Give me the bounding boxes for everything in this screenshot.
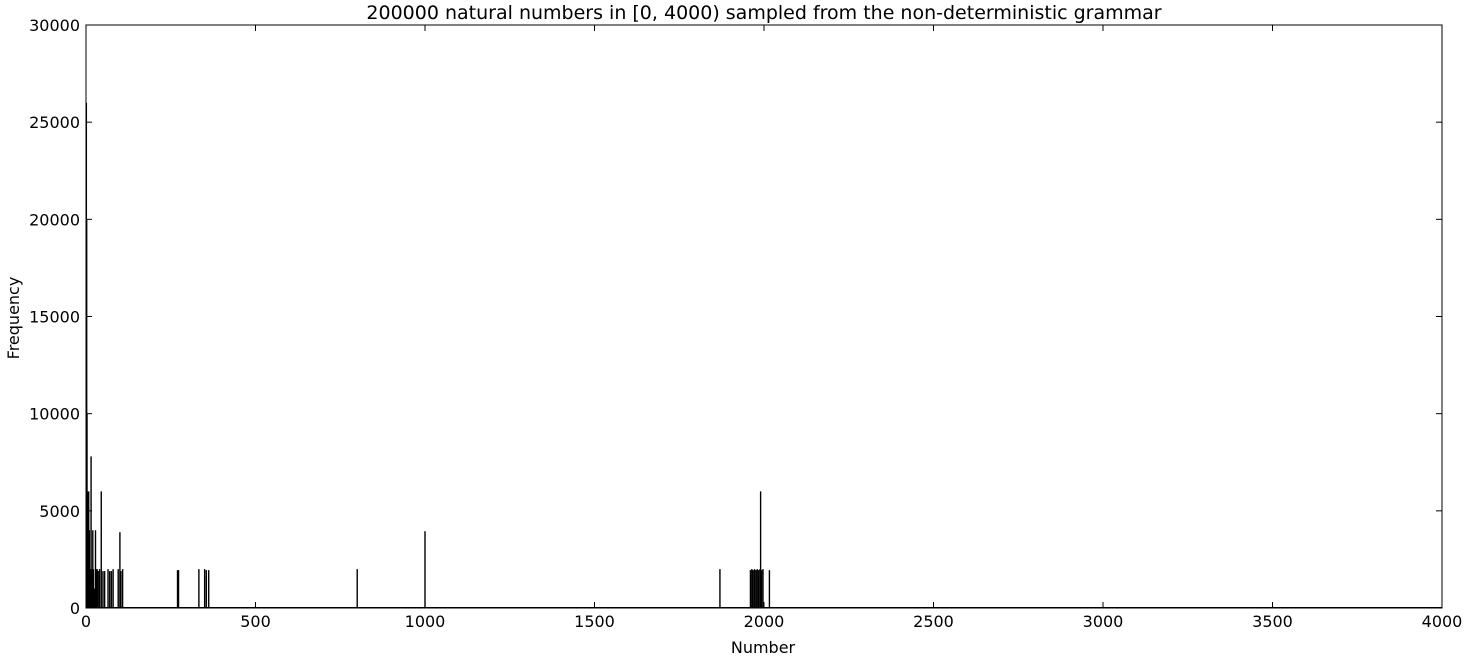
x-tick-label: 3000 <box>1083 612 1124 631</box>
y-tick-label: 0 <box>70 599 80 618</box>
x-tick-label: 1000 <box>405 612 446 631</box>
y-tick-label: 10000 <box>29 405 80 424</box>
x-tick-label: 3500 <box>1252 612 1293 631</box>
x-axis-label: Number <box>731 638 796 657</box>
y-tick-label: 15000 <box>29 308 80 327</box>
plot-frame <box>85 24 1443 609</box>
y-tick-label: 5000 <box>39 502 80 521</box>
y-axis-label: Frequency <box>4 277 23 360</box>
x-tick-label: 4000 <box>1422 612 1463 631</box>
y-tick-label: 25000 <box>29 113 80 132</box>
x-tick-label: 2000 <box>744 612 785 631</box>
plot-area <box>85 102 1442 608</box>
x-axis-ticks: 0 500 1000 1500 2000 2500 3000 3500 4000 <box>81 25 1462 631</box>
y-tick-label: 30000 <box>29 16 80 35</box>
x-tick-label: 1500 <box>574 612 615 631</box>
y-axis-ticks: 0 5000 10000 15000 20000 25000 30000 <box>29 16 1442 618</box>
x-tick-label: 2500 <box>913 612 954 631</box>
x-tick-label: 500 <box>240 612 271 631</box>
chart-title: 200000 natural numbers in [0, 4000) samp… <box>366 2 1161 24</box>
x-tick-label: 0 <box>81 612 91 631</box>
y-tick-label: 20000 <box>29 210 80 229</box>
